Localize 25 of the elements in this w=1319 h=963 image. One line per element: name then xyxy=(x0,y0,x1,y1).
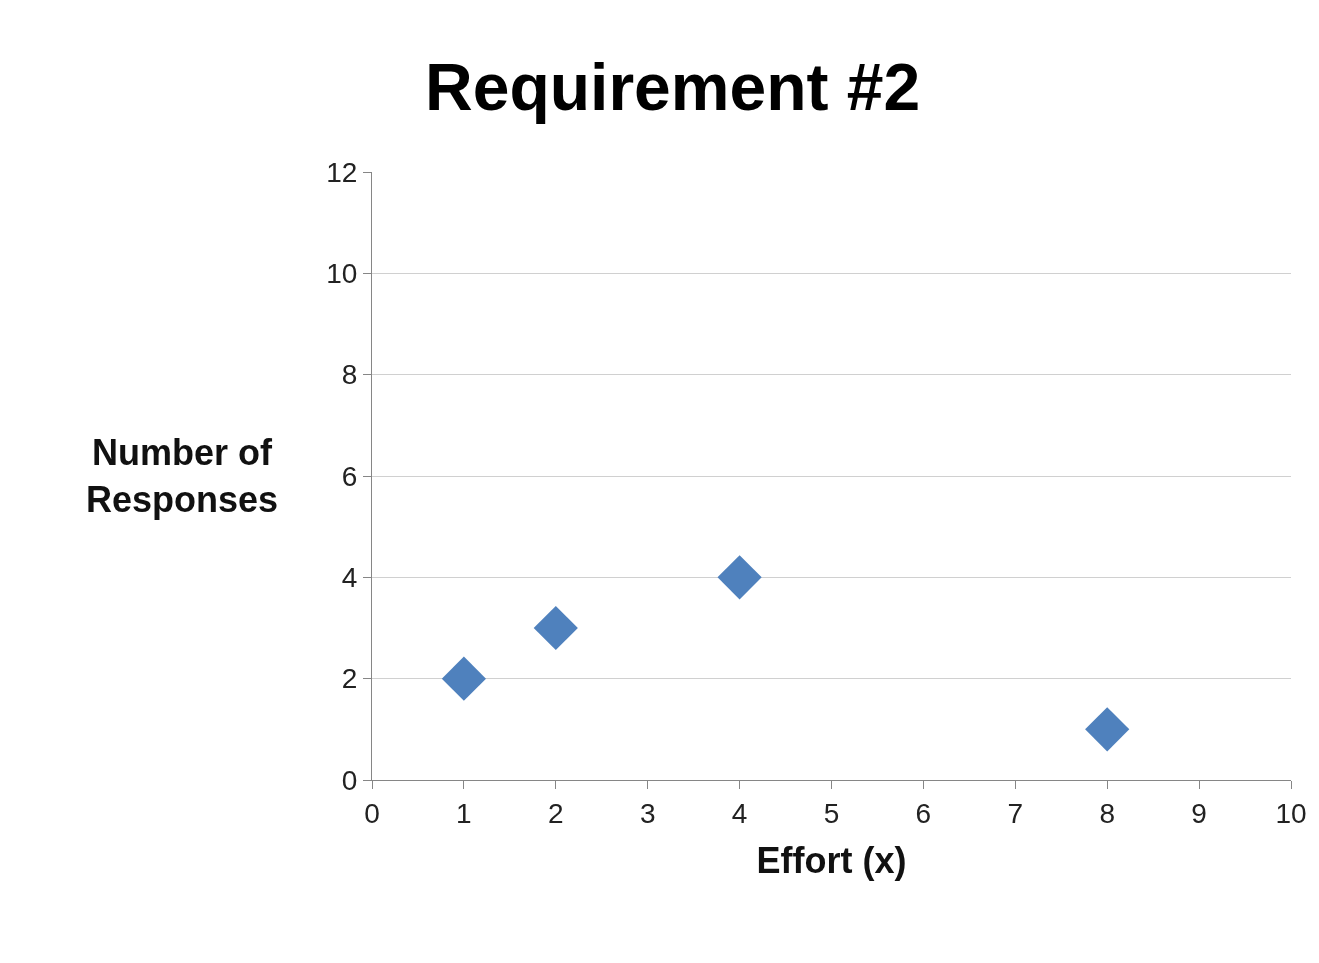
y-tick-label: 6 xyxy=(341,460,358,492)
y-tick-label: 8 xyxy=(341,359,358,391)
y-tick-label: 4 xyxy=(341,562,358,594)
y-tick-label: 0 xyxy=(341,764,358,796)
chart-title: Requirement #2 xyxy=(425,49,921,124)
x-tick-label: 2 xyxy=(548,797,564,829)
x-axis-title: Effort (x) xyxy=(756,840,907,882)
y-axis-title: Number of Responses xyxy=(86,432,279,520)
point xyxy=(1085,707,1130,752)
x-tick-label: 3 xyxy=(639,797,656,829)
point xyxy=(717,555,762,600)
x-tick-label: 6 xyxy=(915,797,932,829)
x-tick-label: 4 xyxy=(731,797,748,829)
x-tick-label: 1 xyxy=(456,797,472,829)
y-tick-label: 10 xyxy=(326,258,358,290)
point xyxy=(441,656,486,701)
point xyxy=(533,605,578,651)
x-tick-label: 10 xyxy=(1275,797,1307,829)
x-tick-label: 7 xyxy=(1007,797,1024,829)
x-tick-label: 5 xyxy=(823,797,840,829)
x-tick-label: 8 xyxy=(1099,797,1115,829)
y-tick-label: 12 xyxy=(326,156,358,188)
y-tick-label: 2 xyxy=(341,663,358,695)
x-tick-label: 9 xyxy=(1191,797,1207,829)
x-tick-label: 0 xyxy=(364,797,380,829)
